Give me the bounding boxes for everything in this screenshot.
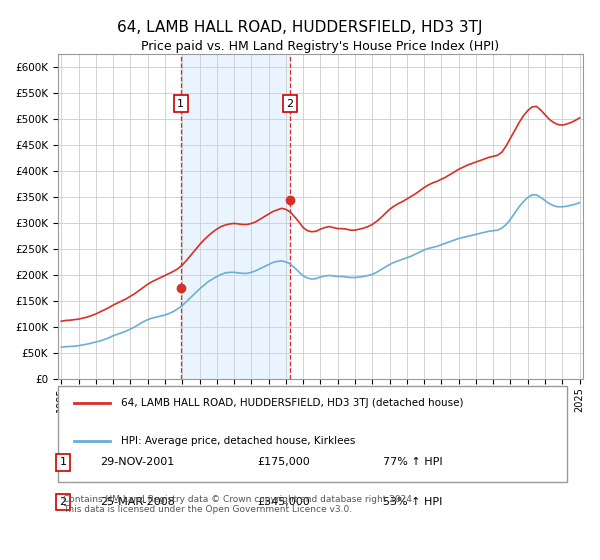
Title: Price paid vs. HM Land Registry's House Price Index (HPI): Price paid vs. HM Land Registry's House …	[142, 40, 500, 53]
Text: 64, LAMB HALL ROAD, HUDDERSFIELD, HD3 3TJ: 64, LAMB HALL ROAD, HUDDERSFIELD, HD3 3T…	[117, 20, 483, 35]
Text: 53% ↑ HPI: 53% ↑ HPI	[383, 497, 443, 507]
Text: 1: 1	[59, 458, 67, 468]
FancyBboxPatch shape	[58, 386, 568, 482]
Text: £175,000: £175,000	[257, 458, 310, 468]
Text: Contains HM Land Registry data © Crown copyright and database right 2024.
This d: Contains HM Land Registry data © Crown c…	[63, 494, 415, 514]
Text: 2: 2	[59, 497, 67, 507]
Text: 77% ↑ HPI: 77% ↑ HPI	[383, 458, 443, 468]
Text: £345,000: £345,000	[257, 497, 310, 507]
Text: HPI: Average price, detached house, Kirklees: HPI: Average price, detached house, Kirk…	[121, 436, 355, 446]
Text: 64, LAMB HALL ROAD, HUDDERSFIELD, HD3 3TJ (detached house): 64, LAMB HALL ROAD, HUDDERSFIELD, HD3 3T…	[121, 398, 463, 408]
Bar	[181, 54, 290, 380]
Text: 1: 1	[177, 99, 184, 109]
Text: 25-MAR-2008: 25-MAR-2008	[100, 497, 175, 507]
Text: 2: 2	[286, 99, 293, 109]
Text: 29-NOV-2001: 29-NOV-2001	[100, 458, 174, 468]
